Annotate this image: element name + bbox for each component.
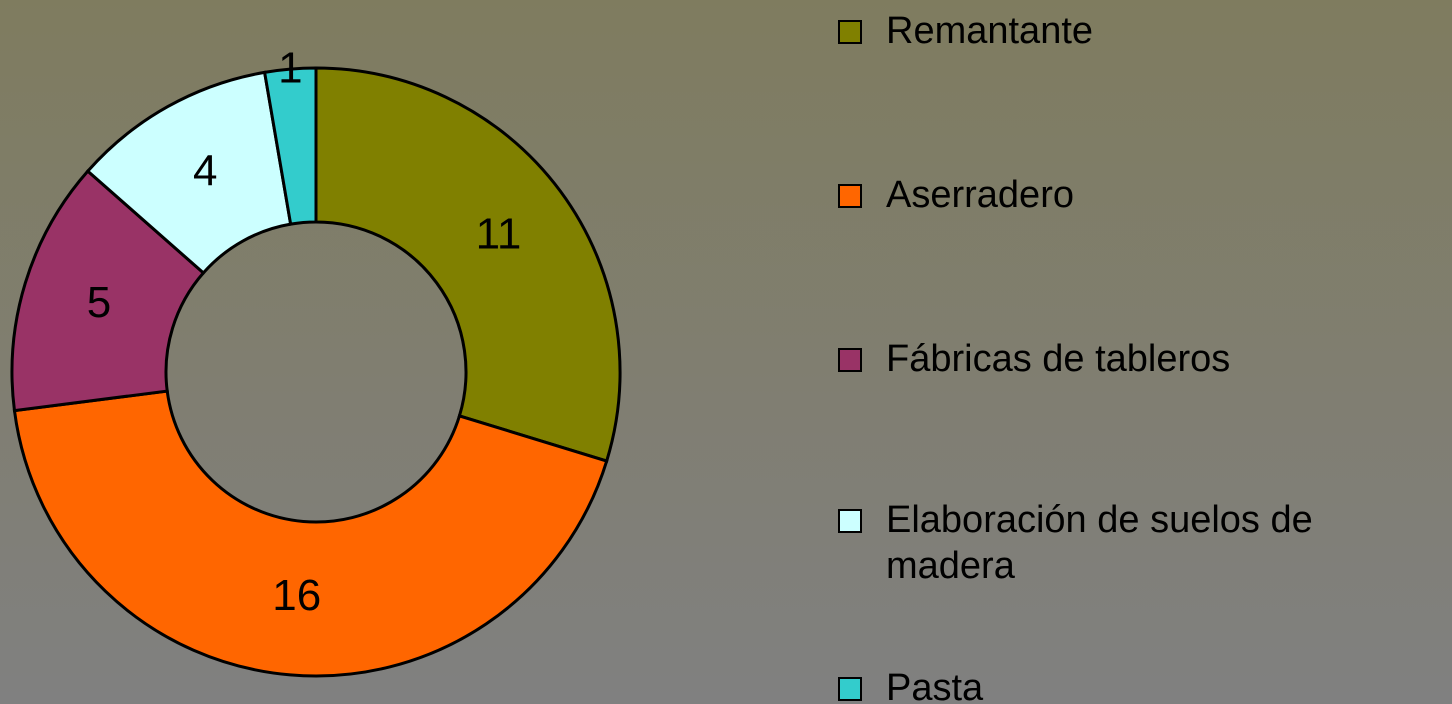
slice-label: 1 — [278, 44, 302, 93]
slice — [85, 70, 293, 276]
legend-label: Remantante — [886, 10, 1094, 52]
slice — [262, 66, 318, 226]
slice-label: 11 — [476, 210, 522, 259]
slice-label: 16 — [272, 571, 321, 620]
legend-label: Fábricas de tableros — [886, 338, 1231, 380]
legend-label: Elaboración de suelos de madera — [886, 499, 1313, 587]
legend-label: Pasta — [886, 667, 984, 704]
slice — [314, 66, 622, 463]
legend-swatch — [838, 20, 862, 44]
legend-item: Remantante — [838, 8, 1438, 54]
legend-swatch — [838, 509, 862, 533]
legend-item: Aserradero — [838, 172, 1438, 218]
slice-label: 4 — [193, 146, 217, 195]
legend-item: Pasta — [838, 665, 1438, 704]
legend-item: Fábricas de tableros — [838, 336, 1438, 382]
slice — [12, 389, 609, 678]
legend-item: Elaboración de suelos de madera — [838, 497, 1438, 589]
legend-swatch — [838, 348, 862, 372]
legend-label: Aserradero — [886, 174, 1074, 216]
legend-swatch — [838, 184, 862, 208]
slice-label: 5 — [87, 278, 111, 327]
legend-swatch — [838, 677, 862, 701]
